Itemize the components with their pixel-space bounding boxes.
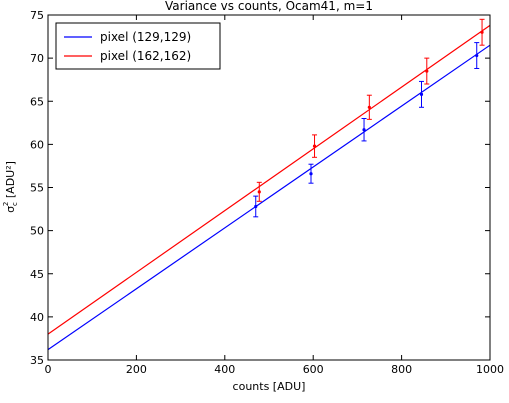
legend-label: pixel (129,129) — [100, 30, 191, 44]
x-tick-label: 400 — [214, 363, 235, 376]
y-tick-label: 40 — [30, 311, 44, 324]
x-axis-label: counts [ADU] — [233, 380, 306, 393]
y-tick-label: 70 — [30, 52, 44, 65]
fit-lines — [47, 24, 491, 351]
fit-line-series-0 — [47, 44, 491, 351]
data-point — [480, 30, 484, 34]
chart-title: Variance vs counts, Ocam41, m=1 — [165, 0, 373, 13]
y-tick-label: 60 — [30, 138, 44, 151]
x-tick-label: 800 — [391, 363, 412, 376]
data-point — [367, 105, 371, 109]
data-point — [312, 144, 317, 148]
data-point — [425, 69, 429, 73]
x-tick-label: 200 — [126, 363, 147, 376]
x-tick-label: 600 — [303, 363, 324, 376]
data-point — [475, 53, 479, 58]
y-tick-label: 45 — [30, 268, 44, 281]
y-axis-label: σc2 [ADU²] — [2, 161, 19, 213]
x-tick-label: 0 — [45, 363, 52, 376]
y-axis-label-superscript: 2 — [2, 202, 10, 206]
x-axis: 0 200 400 600 800 1000 — [45, 15, 504, 376]
legend: pixel (129,129) pixel (162,162) — [55, 22, 221, 70]
y-axis-label-unit: [ADU²] — [4, 161, 17, 202]
y-tick-label: 65 — [30, 95, 44, 108]
data-point — [362, 128, 366, 132]
y-tick-label: 35 — [30, 354, 44, 367]
plot-area — [48, 15, 490, 360]
data-point — [257, 190, 261, 194]
y-axis: 35 40 45 50 55 60 65 70 75 — [30, 9, 490, 367]
legend-box — [55, 22, 221, 70]
y-axis-label-subscript: c — [11, 202, 19, 206]
fit-line-series-1 — [47, 24, 491, 335]
legend-label: pixel (162,162) — [100, 49, 191, 63]
data-point — [254, 204, 258, 209]
y-tick-label: 50 — [30, 225, 44, 238]
data-point — [309, 172, 313, 176]
data-points — [253, 18, 485, 218]
data-point — [419, 92, 424, 96]
y-tick-label: 55 — [30, 182, 44, 195]
y-axis-label-symbol: σ — [4, 206, 17, 213]
y-tick-label: 75 — [30, 9, 44, 22]
x-tick-label: 1000 — [476, 363, 504, 376]
